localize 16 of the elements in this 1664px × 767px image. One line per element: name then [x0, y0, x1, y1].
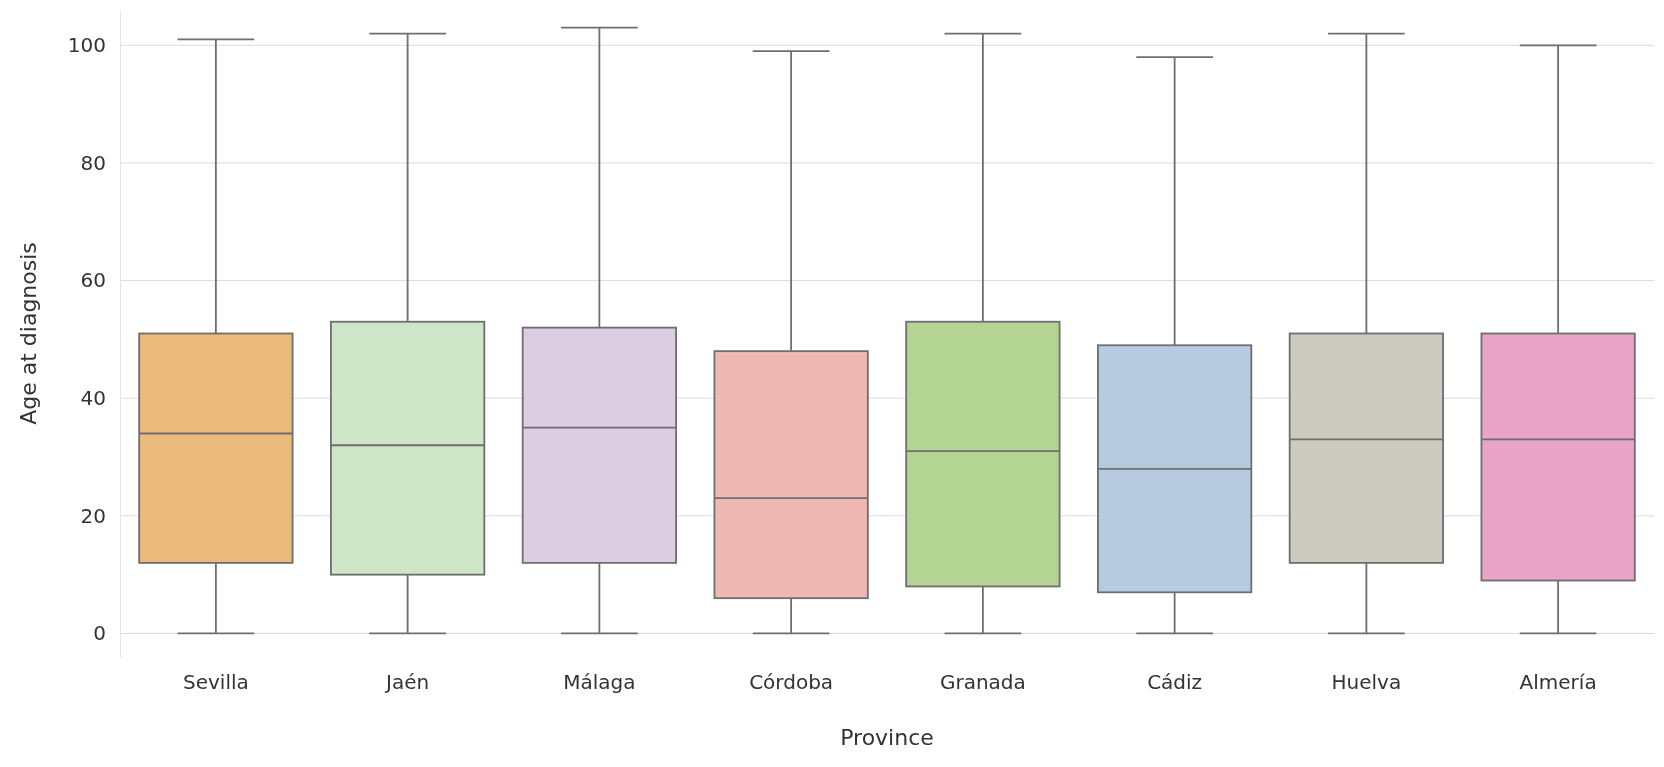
x-tick-label: Córdoba — [749, 670, 834, 695]
y-tick-label: 60 — [80, 268, 106, 293]
x-tick-label: Huelva — [1331, 670, 1402, 695]
x-tick-label: Granada — [939, 670, 1026, 695]
x-axis-title: Province — [840, 725, 934, 750]
x-tick-label: Málaga — [563, 670, 636, 695]
x-tick-label: Cádiz — [1147, 670, 1203, 695]
y-tick-label: 20 — [80, 503, 106, 528]
y-axis-title: Age at diagnosis — [16, 242, 41, 425]
y-tick-label: 80 — [80, 150, 106, 175]
y-tick-label: 40 — [80, 386, 106, 411]
x-tick-label: Jaén — [384, 670, 430, 695]
x-tick-label: Almería — [1519, 670, 1597, 695]
y-tick-label: 0 — [93, 621, 106, 646]
x-tick-label: Sevilla — [182, 670, 249, 695]
y-tick-label: 100 — [67, 33, 106, 58]
